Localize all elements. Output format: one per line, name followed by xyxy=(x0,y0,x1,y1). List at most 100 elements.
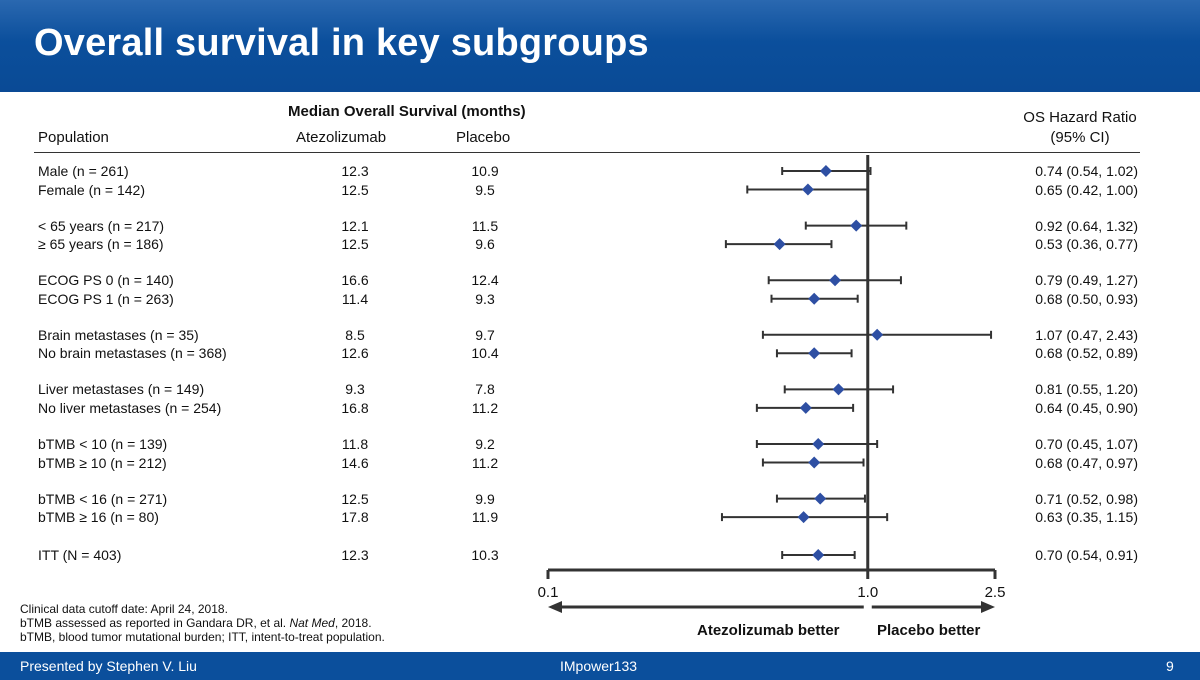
row-population: bTMB < 10 (n = 139) xyxy=(38,436,168,452)
footnote-journal: Nat Med xyxy=(289,616,335,630)
row-atezolizumab-median: 12.3 xyxy=(341,547,369,563)
row-atezolizumab-median: 11.4 xyxy=(341,290,369,307)
footer-page-number: 9 xyxy=(1166,658,1174,674)
hr-header-line1: OS Hazard Ratio xyxy=(1023,109,1137,126)
footnote-cutoff: Clinical data cutoff date: April 24, 201… xyxy=(20,602,228,616)
placebo-better-label: Placebo better xyxy=(877,622,981,639)
hr-point-marker xyxy=(797,511,810,524)
hr-point-marker xyxy=(832,383,845,396)
hr-point-marker xyxy=(812,438,825,450)
row-population: Male (n = 261) xyxy=(38,163,129,179)
row-hazard-ratio-ci: 0.65 (0.42, 1.00) xyxy=(1035,181,1138,198)
row-atezolizumab-median: 9.3 xyxy=(345,381,365,398)
row-population: ITT (N = 403) xyxy=(38,547,122,563)
row-hazard-ratio-ci: 1.07 (0.47, 2.43) xyxy=(1035,326,1138,343)
row-population: ECOG PS 1 (n = 263) xyxy=(38,290,174,307)
row-placebo-median: 9.7 xyxy=(475,326,495,343)
row-population: < 65 years (n = 217) xyxy=(38,217,165,234)
row-hazard-ratio-ci: 0.92 (0.64, 1.32) xyxy=(1035,217,1138,234)
row-atezolizumab-median: 16.8 xyxy=(341,399,369,416)
row-atezolizumab-median: 12.6 xyxy=(341,345,369,362)
hr-point-marker xyxy=(808,292,821,305)
row-hazard-ratio-ci: 0.74 (0.54, 1.02) xyxy=(1035,163,1138,179)
footer-presenter: Presented by Stephen V. Liu xyxy=(20,658,197,674)
row-hazard-ratio-ci: 0.63 (0.35, 1.15) xyxy=(1035,509,1138,526)
hr-header-line2: (95% CI) xyxy=(1050,129,1110,146)
arrow-left-head xyxy=(548,601,562,613)
row-placebo-median: 9.2 xyxy=(475,436,495,452)
row-placebo-median: 10.4 xyxy=(471,345,499,362)
row-placebo-median: 9.6 xyxy=(475,236,495,253)
row-hazard-ratio-ci: 0.53 (0.36, 0.77) xyxy=(1035,236,1138,253)
row-placebo-median: 11.9 xyxy=(471,509,499,526)
row-population: No liver metastases (n = 254) xyxy=(38,399,222,416)
row-population: ≥ 65 years (n = 186) xyxy=(38,236,164,253)
row-population: Liver metastases (n = 149) xyxy=(38,381,205,398)
footnote-btmb-source: bTMB assessed as reported in Gandara DR,… xyxy=(20,616,372,630)
footer-bar xyxy=(0,652,1200,680)
row-atezolizumab-median: 14.6 xyxy=(341,454,369,471)
header-banner: Overall survival in key subgroups xyxy=(0,0,1200,92)
footnote-btmb-prefix: bTMB assessed as reported in Gandara DR,… xyxy=(20,616,290,630)
row-placebo-median: 9.3 xyxy=(475,290,495,307)
atezolizumab-better-label: Atezolizumab better xyxy=(697,622,840,639)
x-tick-label: 1.0 xyxy=(857,584,879,601)
hr-point-marker xyxy=(871,328,884,341)
row-atezolizumab-median: 12.3 xyxy=(341,163,369,179)
hr-point-marker xyxy=(812,549,825,561)
row-population: bTMB < 16 (n = 271) xyxy=(38,490,168,507)
hr-point-marker xyxy=(814,492,827,505)
hr-point-marker xyxy=(850,219,863,232)
row-placebo-median: 11.5 xyxy=(471,217,499,234)
row-population: ECOG PS 0 (n = 140) xyxy=(38,272,174,289)
row-hazard-ratio-ci: 0.68 (0.50, 0.93) xyxy=(1035,290,1138,307)
median-os-header: Median Overall Survival (months) xyxy=(288,103,526,120)
row-atezolizumab-median: 12.1 xyxy=(341,217,369,234)
footnote-btmb-suffix: , 2018. xyxy=(334,616,372,630)
row-atezolizumab-median: 12.5 xyxy=(341,490,369,507)
row-hazard-ratio-ci: 0.68 (0.52, 0.89) xyxy=(1035,345,1138,362)
header-separator-line xyxy=(34,152,1140,153)
row-hazard-ratio-ci: 0.64 (0.45, 0.90) xyxy=(1035,399,1138,416)
x-tick-label: 2.5 xyxy=(984,584,1006,601)
population-header: Population xyxy=(38,129,109,146)
row-hazard-ratio-ci: 0.70 (0.45, 1.07) xyxy=(1035,436,1138,452)
row-placebo-median: 9.5 xyxy=(475,181,495,198)
row-population: Brain metastases (n = 35) xyxy=(38,326,199,343)
row-atezolizumab-median: 11.8 xyxy=(341,436,369,452)
row-placebo-median: 7.8 xyxy=(475,381,495,398)
hr-point-marker xyxy=(773,238,786,251)
page-title: Overall survival in key subgroups xyxy=(34,22,649,64)
row-atezolizumab-median: 16.6 xyxy=(341,272,369,289)
hr-point-marker xyxy=(801,183,814,196)
footnote-abbreviations: bTMB, blood tumor mutational burden; ITT… xyxy=(20,630,385,644)
row-hazard-ratio-ci: 0.68 (0.47, 0.97) xyxy=(1035,454,1138,471)
row-placebo-median: 9.9 xyxy=(475,490,495,507)
row-placebo-median: 12.4 xyxy=(471,272,499,289)
row-placebo-median: 10.9 xyxy=(471,163,499,179)
hr-point-marker xyxy=(808,347,821,360)
row-population: No brain metastases (n = 368) xyxy=(38,345,227,362)
row-placebo-median: 10.3 xyxy=(471,547,499,563)
row-hazard-ratio-ci: 0.79 (0.49, 1.27) xyxy=(1035,272,1138,289)
row-atezolizumab-median: 17.8 xyxy=(341,509,369,526)
row-atezolizumab-median: 8.5 xyxy=(345,326,365,343)
placebo-header: Placebo xyxy=(456,129,511,146)
row-hazard-ratio-ci: 0.70 (0.54, 0.91) xyxy=(1035,547,1138,563)
hr-point-marker xyxy=(799,401,812,414)
arrow-right-head xyxy=(981,601,995,613)
row-population: bTMB ≥ 10 (n = 212) xyxy=(38,454,167,471)
atezolizumab-header: Atezolizumab xyxy=(296,129,387,146)
row-placebo-median: 11.2 xyxy=(471,454,499,471)
row-population: bTMB ≥ 16 (n = 80) xyxy=(38,509,159,526)
row-population: Female (n = 142) xyxy=(38,181,145,198)
footer-study: IMpower133 xyxy=(560,658,638,674)
row-hazard-ratio-ci: 0.81 (0.55, 1.20) xyxy=(1035,381,1138,398)
hr-point-marker xyxy=(819,165,832,177)
row-hazard-ratio-ci: 0.71 (0.52, 0.98) xyxy=(1035,490,1138,507)
hr-point-marker xyxy=(829,274,842,287)
row-placebo-median: 11.2 xyxy=(471,399,499,416)
row-atezolizumab-median: 12.5 xyxy=(341,181,369,198)
row-atezolizumab-median: 12.5 xyxy=(341,236,369,253)
